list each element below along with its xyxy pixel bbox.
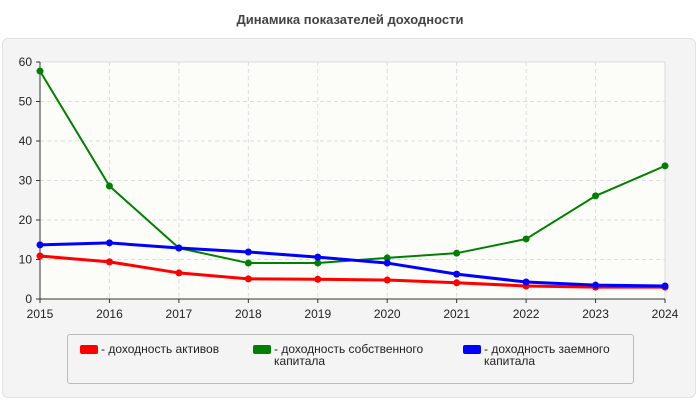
legend-item-debt: - доходность заемного капитала <box>463 343 628 367</box>
plot-area: 0 10 20 30 40 50 60 2015 2016 2017 2018 2019 2020 202… <box>19 55 679 321</box>
x-tick-label: 2020 <box>374 307 401 321</box>
x-tick-label: 2015 <box>27 307 54 321</box>
data-point <box>105 239 113 247</box>
data-point <box>661 282 669 290</box>
x-tick-label: 2019 <box>304 307 331 321</box>
legend-item-equity: - доходность собственного капитала <box>253 343 443 367</box>
data-point <box>175 244 183 252</box>
legend-swatch-green <box>253 345 271 354</box>
data-point <box>592 281 600 289</box>
data-point <box>244 259 252 267</box>
y-tick-label: 40 <box>19 134 33 148</box>
data-point <box>453 270 461 278</box>
legend-label: - доходность активов <box>101 342 220 356</box>
data-point <box>36 252 44 260</box>
x-tick-label: 2022 <box>513 307 540 321</box>
data-point <box>383 276 391 284</box>
legend-swatch-blue <box>463 345 481 354</box>
data-point <box>244 275 252 283</box>
y-tick-label: 0 <box>25 292 32 306</box>
data-point <box>522 278 530 286</box>
y-tick-label: 10 <box>19 253 33 267</box>
y-tick-label: 20 <box>19 213 33 227</box>
data-point <box>36 67 44 75</box>
legend-label: - доходность заемного капитала <box>484 342 610 368</box>
data-point <box>105 258 113 266</box>
data-point <box>661 162 669 170</box>
y-tick-label: 30 <box>19 174 33 188</box>
data-point <box>383 259 391 267</box>
data-point <box>314 275 322 283</box>
data-point <box>36 241 44 249</box>
data-point <box>314 259 322 267</box>
data-point <box>175 269 183 277</box>
series-line <box>39 241 666 288</box>
legend: - доходность активов - доходность собств… <box>67 334 634 384</box>
x-tick-label: 2023 <box>582 307 609 321</box>
data-point <box>592 192 600 200</box>
data-point <box>522 235 530 243</box>
chart-title: Динамика показателей доходности <box>236 12 464 27</box>
x-tick-label: 2021 <box>443 307 470 321</box>
data-point <box>453 249 461 257</box>
y-tick-label: 50 <box>19 95 33 109</box>
legend-swatch-red <box>80 345 98 354</box>
data-point <box>314 253 322 261</box>
legend-label: - доходность собственного капитала <box>274 342 424 368</box>
x-tick-label: 2024 <box>652 307 679 321</box>
legend-item-assets: - доходность активов <box>80 343 250 355</box>
x-tick-label: 2018 <box>235 307 262 321</box>
series-line <box>39 254 665 289</box>
data-point <box>453 279 461 287</box>
y-tick-label: 60 <box>19 55 33 69</box>
data-point <box>244 248 252 256</box>
x-tick-label: 2017 <box>166 307 193 321</box>
data-point <box>383 254 391 262</box>
x-tick-label: 2016 <box>96 307 123 321</box>
data-point <box>105 182 113 190</box>
